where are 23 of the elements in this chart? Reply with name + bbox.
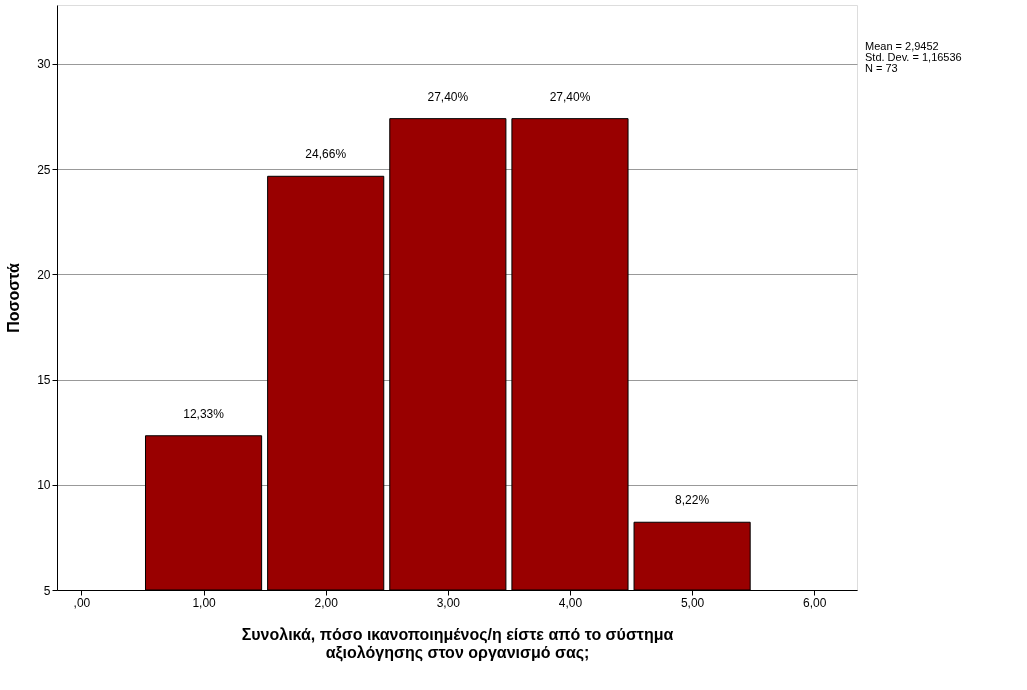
- x-tick-label: 2,00: [314, 595, 339, 610]
- data-label: 27,40%: [427, 89, 469, 104]
- x-axis-title: Συνολικά, πόσο ικανοποιημένος/η είστε από το σύστημα αξιολόγησης στον οργανισμό σας;: [241, 625, 674, 662]
- x-tick-label: 3,00: [436, 595, 461, 610]
- y-tick-label: 15: [37, 373, 51, 388]
- data-label: 8,22%: [675, 493, 710, 508]
- text: N = 73: [865, 62, 898, 74]
- y-tick-label: 20: [37, 267, 51, 282]
- x-tick-label: 5,00: [680, 595, 705, 610]
- data-label: 27,40%: [549, 89, 591, 104]
- y-axis-title: Ποσοστά: [5, 263, 23, 333]
- x-tick-label: ,00: [73, 595, 91, 610]
- y-tick-label: 30: [37, 57, 51, 72]
- data-label: 24,66%: [305, 147, 347, 162]
- data-label: 12,33%: [183, 406, 225, 421]
- x-tick-label: 4,00: [558, 595, 583, 610]
- text: Mean = 2,9452: [865, 40, 939, 52]
- x-tick-label: 6,00: [803, 595, 827, 610]
- text: Std. Dev. = 1,16536: [865, 51, 962, 63]
- y-tick-label: 5: [43, 583, 51, 598]
- y-tick-label: 25: [37, 162, 51, 177]
- y-tick-label: 10: [37, 478, 51, 493]
- x-tick-label: 1,00: [192, 595, 217, 610]
